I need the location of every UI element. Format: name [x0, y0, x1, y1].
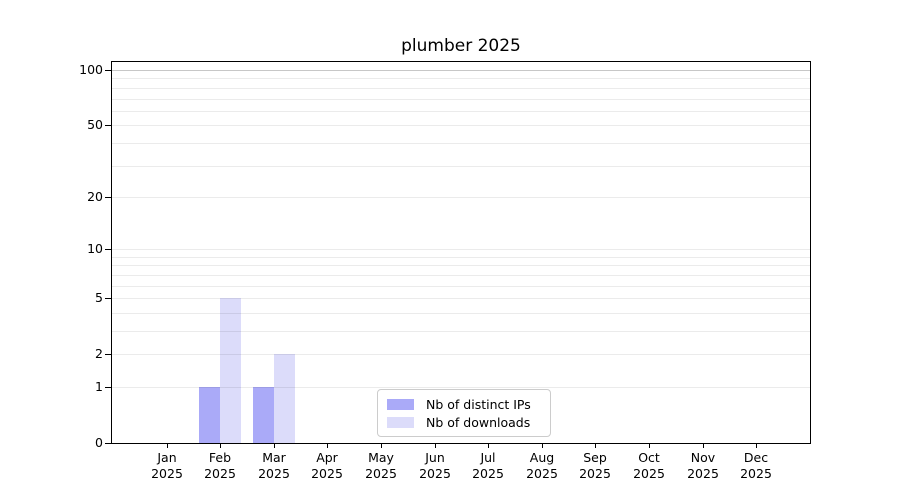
y-tick-mark [105, 387, 112, 388]
bar-distinct-ips-mar [252, 386, 274, 443]
y-tick-mark [105, 70, 112, 71]
x-tick-mark [595, 443, 596, 448]
x-tick-mark [327, 443, 328, 448]
x-tick-label-may: May 2025 [365, 450, 397, 481]
gridline [112, 87, 810, 89]
x-tick-mark [435, 443, 436, 448]
x-tick-mark [488, 443, 489, 448]
gridline [112, 110, 810, 112]
x-tick-label-jul: Jul 2025 [472, 450, 504, 481]
x-tick-label-dec: Dec 2025 [740, 450, 772, 481]
gridline [112, 265, 810, 267]
gridline [112, 125, 810, 127]
y-tick-label: 50 [87, 117, 103, 132]
legend-label-distinct-ips: Nb of distinct IPs [426, 397, 531, 412]
x-tick-mark [703, 443, 704, 448]
gridline [112, 354, 810, 356]
y-tick-label: 20 [87, 189, 103, 204]
x-tick-mark [274, 443, 275, 448]
x-tick-label-sep: Sep 2025 [579, 450, 611, 481]
y-tick-mark [105, 125, 112, 126]
y-tick-label: 10 [87, 241, 103, 256]
x-tick-mark [649, 443, 650, 448]
y-tick-label: 5 [95, 290, 103, 305]
gridline [112, 387, 810, 388]
legend-swatch-downloads-icon [387, 417, 414, 428]
gridline [112, 312, 810, 314]
x-tick-label-oct: Oct 2025 [633, 450, 665, 481]
plot-area [111, 61, 811, 444]
legend-label-downloads: Nb of downloads [426, 415, 531, 430]
x-tick-mark [542, 443, 543, 448]
x-tick-label-feb: Feb 2025 [204, 450, 236, 481]
y-tick-label: 1 [95, 379, 103, 394]
x-tick-label-jan: Jan 2025 [151, 450, 183, 481]
y-tick-label: 2 [95, 346, 103, 361]
x-tick-mark [381, 443, 382, 448]
x-tick-label-jun: Jun 2025 [419, 450, 451, 481]
y-tick-label: 0 [95, 435, 103, 450]
bar-downloads-mar [273, 354, 295, 443]
gridline [112, 285, 810, 287]
chart-title: plumber 2025 [401, 36, 521, 56]
y-tick-mark [105, 298, 112, 299]
x-tick-label-nov: Nov 2025 [687, 450, 719, 481]
y-tick-label: 100 [79, 62, 103, 77]
gridline [112, 165, 810, 167]
x-tick-mark [220, 443, 221, 448]
y-tick-mark [105, 197, 112, 198]
gridline [112, 78, 810, 80]
legend: Nb of distinct IPs Nb of downloads [377, 389, 551, 437]
gridline [112, 249, 810, 251]
x-tick-label-apr: Apr 2025 [311, 450, 343, 481]
gridline [112, 196, 810, 198]
y-tick-mark [105, 443, 112, 444]
gridline [112, 98, 810, 100]
gridline [112, 256, 810, 258]
gridline [112, 274, 810, 276]
bar-downloads-feb [220, 298, 242, 443]
gridline [112, 331, 810, 332]
x-tick-label-aug: Aug 2025 [526, 450, 558, 481]
y-tick-mark [105, 354, 112, 355]
legend-item-distinct-ips: Nb of distinct IPs [387, 396, 541, 413]
legend-swatch-distinct-ips-icon [387, 399, 414, 410]
gridline [112, 142, 810, 144]
gridline-major [112, 70, 810, 71]
x-tick-label-mar: Mar 2025 [258, 450, 290, 481]
y-tick-mark [105, 249, 112, 250]
gridline [112, 298, 810, 300]
bar-distinct-ips-feb [199, 386, 221, 443]
legend-item-downloads: Nb of downloads [387, 414, 541, 431]
x-tick-mark [756, 443, 757, 448]
x-tick-mark [167, 443, 168, 448]
